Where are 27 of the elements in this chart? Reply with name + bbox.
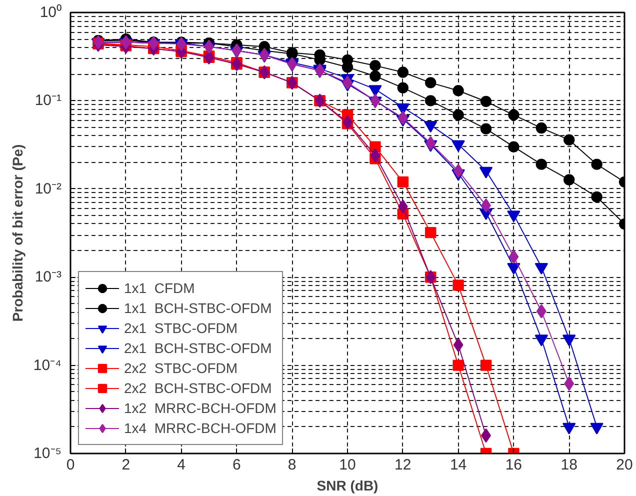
x-tick-label: 18 xyxy=(560,456,578,474)
y-axis-title: Probability of bit error (Pe) xyxy=(9,144,26,322)
legend-label: 1x1 BCH-STBC-OFDM xyxy=(124,300,272,316)
y-tick-label: 10⁻¹ xyxy=(34,92,62,110)
legend-label: 1x2 MRRC-BCH-OFDM xyxy=(124,400,276,416)
x-tick-label: 6 xyxy=(232,456,241,474)
x-tick-label: 20 xyxy=(616,456,633,474)
x-tick-label: 10 xyxy=(339,456,356,474)
legend-label: 2x1 STBC-OFDM xyxy=(124,320,238,336)
legend-label: 1x1 CFDM xyxy=(124,280,195,296)
y-tick-label: 10⁻⁵ xyxy=(34,445,62,462)
y-tick-label: 10⁻² xyxy=(34,180,62,198)
y-tick-label: 10⁻³ xyxy=(34,268,62,286)
legend-label: 1x4 MRRC-BCH-OFDM xyxy=(124,420,276,436)
legend-label: 2x2 BCH-STBC-OFDM xyxy=(124,380,272,396)
x-tick-label: 16 xyxy=(505,456,522,474)
legend-label: 2x1 BCH-STBC-OFDM xyxy=(124,340,272,356)
x-tick-label: 14 xyxy=(450,456,467,474)
x-tick-label: 0 xyxy=(66,456,75,474)
y-tick-label: 10⁻⁴ xyxy=(33,356,62,374)
legend-label: 2x2 STBC-OFDM xyxy=(124,360,238,376)
x-tick-label: 12 xyxy=(394,456,412,474)
y-tick-label: 10⁰ xyxy=(40,4,62,21)
x-tick-label: 2 xyxy=(122,456,130,474)
x-tick-label: 4 xyxy=(177,456,186,474)
x-axis-title: SNR (dB) xyxy=(316,478,378,494)
x-tick-label: 8 xyxy=(288,456,296,474)
